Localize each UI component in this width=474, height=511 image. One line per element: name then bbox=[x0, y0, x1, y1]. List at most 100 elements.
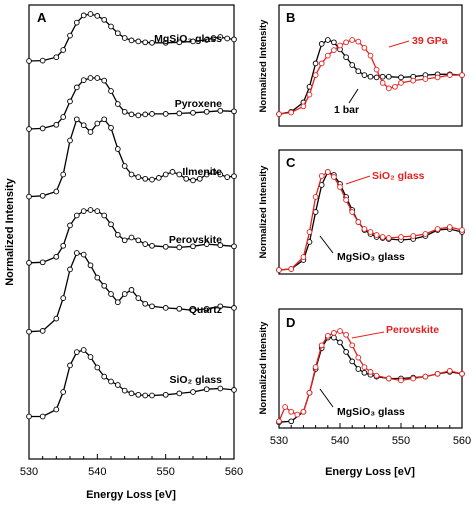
panel-a-sio2-glass-point-8 bbox=[94, 364, 101, 371]
panel-a-mgsio3-glass-point-3 bbox=[60, 47, 67, 53]
d-label-perovskite: Perovskite bbox=[386, 324, 439, 336]
panel-c-sio2-glass-point-20 bbox=[434, 226, 441, 232]
panel-a-pyroxene-point-6 bbox=[80, 77, 87, 83]
panel-b-1-bar-point-12 bbox=[361, 72, 368, 78]
panel-a-sio2-glass-point-4 bbox=[67, 362, 73, 369]
panel-d-mgsio3-glass-point-8 bbox=[337, 339, 343, 346]
panel-a-quartz-point-12 bbox=[121, 291, 128, 297]
panel-d-perovskite-point-2 bbox=[288, 408, 295, 415]
panel-a-ilmenite-point-14 bbox=[135, 174, 142, 180]
d-leader-mgsio3 bbox=[319, 388, 334, 408]
panel-a-sio2-glass-point-17 bbox=[162, 391, 169, 398]
panel-d-ticks: 530 540 550 560 bbox=[270, 423, 471, 447]
panel-d-perovskite-point-0 bbox=[276, 418, 282, 425]
panel-b-frame bbox=[278, 4, 463, 127]
panel-a-pyroxene-point-18 bbox=[176, 110, 183, 117]
panel-d-perovskite-point-10 bbox=[337, 328, 343, 334]
panel-a-sio2-glass-point-12 bbox=[121, 387, 128, 394]
panel-d-perovskite-point-4 bbox=[300, 408, 307, 415]
panel-a-mgsio3-glass-point-10 bbox=[108, 23, 114, 30]
panel-c-sio2-glass-point-2 bbox=[300, 254, 307, 260]
panel-a-pyroxene-point-4 bbox=[67, 98, 73, 105]
panel-a-ticks: 530 540 550 560 bbox=[20, 454, 243, 478]
panel-c-sio2-glass-point-4 bbox=[312, 194, 319, 200]
panel-d-ylabel: Normalized Intensity bbox=[258, 321, 269, 415]
panel-a-pyroxene-point-17 bbox=[162, 111, 169, 117]
panel-b-39-gpa-point-7 bbox=[331, 47, 337, 53]
panel-d-perovskite-point-14 bbox=[361, 364, 368, 370]
panel-a-mgsio3-glass-point-5 bbox=[73, 19, 80, 26]
panel-b-1-bar-point-6 bbox=[324, 37, 331, 43]
panel-a-xtick-label-560: 560 bbox=[225, 466, 243, 478]
panel-d-perovskite-point-22 bbox=[446, 368, 453, 374]
panel-c-sio2-glass-point-21 bbox=[446, 224, 453, 230]
c-label-sio2-glass: SiO₂ glass bbox=[372, 170, 425, 182]
panel-a-quartz-point-13 bbox=[128, 287, 135, 293]
panel-d-perovskite-point-11 bbox=[343, 331, 349, 338]
panel-b-39-gpa-point-22 bbox=[446, 72, 453, 78]
panel-a-mgsio3-glass-point-7 bbox=[87, 11, 94, 17]
panel-b-1-bar-point-16 bbox=[385, 73, 392, 80]
panel-d-xtick-label-540: 540 bbox=[331, 435, 349, 447]
panel-a-ilmenite-point-9 bbox=[101, 116, 108, 123]
panel-a-ilmenite-point-12 bbox=[121, 163, 128, 169]
panel-a-perovskite-point-4 bbox=[67, 222, 73, 229]
panel-a-perovskite-point-1 bbox=[39, 259, 46, 266]
panel-a-quartz-point-4 bbox=[67, 266, 73, 273]
panel-a-mgsio3-glass-point-11 bbox=[114, 30, 121, 37]
panel-c-sio2-glass-point-1 bbox=[288, 266, 295, 272]
panel-b-39-gpa-point-0 bbox=[276, 111, 282, 117]
panel-d-perovskite-point-19 bbox=[410, 375, 417, 382]
panel-a-ilmenite-point-1 bbox=[39, 192, 46, 199]
panel-a-mgsio3-glass-point-4 bbox=[67, 32, 73, 39]
panel-b-letter: B bbox=[286, 10, 295, 25]
panel-a-quartz-point-20 bbox=[203, 305, 210, 312]
panel-a-quartz-point-9 bbox=[101, 282, 108, 289]
panel-d-perovskite-point-15 bbox=[367, 369, 374, 375]
panel-a-pyroxene-point-9 bbox=[101, 77, 108, 84]
panel-a-sio2-glass-point-2 bbox=[53, 406, 60, 413]
panel-a: A Normalized Intensity Energy Loss [eV] … bbox=[4, 4, 243, 501]
panel-a-perovskite-point-5 bbox=[73, 212, 80, 219]
panel-b-1-bar-point-17 bbox=[398, 74, 404, 81]
panel-a-sio2-glass-point-6 bbox=[80, 347, 87, 353]
panel-a-perovskite-point-16 bbox=[149, 242, 155, 249]
panel-a-ilmenite-point-20 bbox=[176, 171, 183, 178]
panel-a-mgsio3-glass-point-16 bbox=[149, 39, 155, 46]
panel-c-sio2-glass-point-7 bbox=[331, 174, 337, 180]
panel-a-ilmenite-point-15 bbox=[142, 175, 149, 182]
panel-a-pyroxene-point-8 bbox=[94, 75, 101, 81]
panel-a-sio2-glass-point-11 bbox=[114, 382, 121, 388]
panel-a-quartz-point-8 bbox=[94, 274, 101, 281]
panel-a-quartz-point-19 bbox=[190, 307, 196, 314]
panel-b-39-gpa-point-19 bbox=[410, 77, 417, 84]
panel-a-ilmenite-point-24 bbox=[203, 171, 210, 178]
panel-a-quartz-point-10 bbox=[108, 291, 114, 297]
panel-d-mgsio3-glass-point-9 bbox=[343, 349, 349, 355]
panel-a-xtick-label-550: 550 bbox=[156, 466, 174, 478]
panel-a-ilmenite-point-17 bbox=[155, 175, 162, 181]
panel-a-mgsio3-glass-point-23 bbox=[224, 35, 231, 42]
panel-d-xtick-label-560: 560 bbox=[453, 435, 471, 447]
panel-d-series bbox=[276, 328, 465, 426]
panel-b-39-gpa-point-10 bbox=[349, 37, 356, 43]
panel-c-sio2-glass-point-13 bbox=[367, 229, 374, 235]
panel-d-perovskite-point-20 bbox=[422, 373, 429, 380]
panel-a-sio2-glass-point-16 bbox=[149, 392, 155, 399]
panel-c-sio2-glass-point-15 bbox=[379, 234, 386, 240]
panel-a-ilmenite-point-5 bbox=[73, 116, 80, 123]
b-label-1bar: 1 bar bbox=[334, 104, 359, 116]
panel-a-quartz-point-5 bbox=[73, 250, 80, 256]
panel-d-perovskite-point-1 bbox=[282, 404, 288, 410]
panel-a-pyroxene-point-22 bbox=[231, 108, 237, 115]
panel-a-quartz-point-22 bbox=[231, 305, 237, 311]
panel-c-sio2-glass-point-8 bbox=[337, 184, 343, 190]
panel-a-xlabel: Energy Loss [eV] bbox=[86, 489, 176, 501]
panel-a-ilmenite-point-23 bbox=[196, 175, 203, 182]
panel-a-quartz-point-2 bbox=[53, 315, 60, 322]
panel-a-perovskite-point-14 bbox=[135, 237, 142, 244]
panel-c-frame bbox=[278, 149, 463, 275]
panel-a-ilmenite-point-22 bbox=[190, 177, 196, 184]
a-label-pyroxene: Pyroxene bbox=[175, 98, 222, 110]
a-label-sio2-glass: SiO₂ glass bbox=[169, 374, 222, 386]
